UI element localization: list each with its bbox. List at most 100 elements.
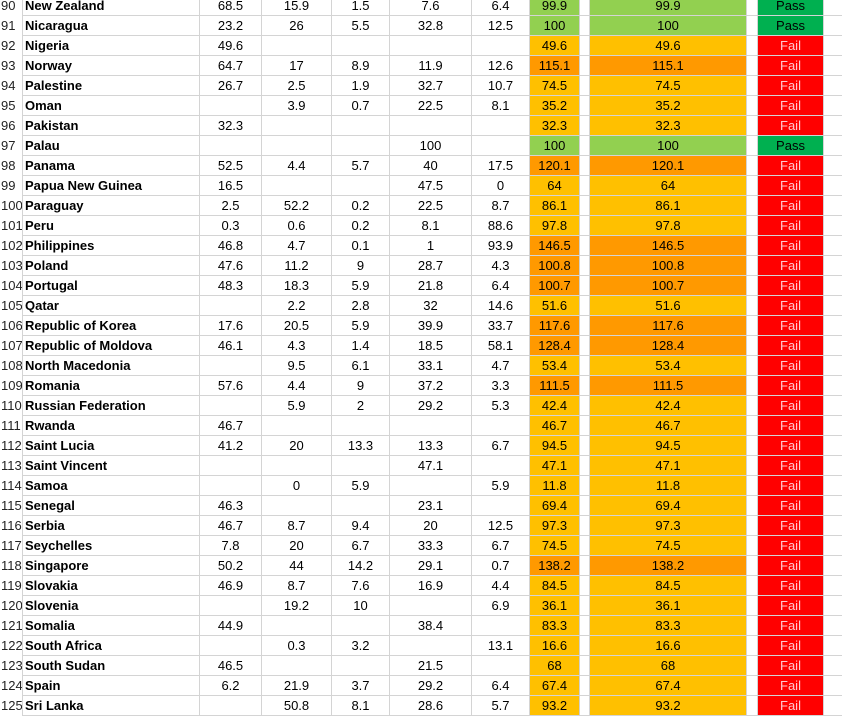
value-cell[interactable] [472,36,530,56]
status-cell[interactable]: Fail [758,436,824,456]
country-name-cell[interactable]: Spain [22,676,200,696]
value-cell[interactable]: 8.7 [472,196,530,216]
value-cell[interactable] [262,116,332,136]
value-cell[interactable]: 22.5 [390,96,472,116]
status-cell[interactable]: Fail [758,556,824,576]
value-cell[interactable]: 49.6 [200,36,262,56]
row-number[interactable]: 123 [1,658,22,673]
blank-cell[interactable] [580,176,590,196]
blank-cell[interactable] [747,676,758,696]
blank-cell[interactable] [824,296,842,316]
value-cell[interactable]: 5.9 [262,396,332,416]
value-cell[interactable]: 13.3 [332,436,390,456]
country-name-cell[interactable]: Serbia [22,516,200,536]
value-cell[interactable] [262,136,332,156]
value-cell[interactable]: 18.5 [390,336,472,356]
blank-cell[interactable] [747,436,758,456]
country-name-cell[interactable]: Singapore [22,556,200,576]
country-name-cell[interactable]: Slovakia [22,576,200,596]
value-cell[interactable]: 13.3 [390,436,472,456]
value-cell[interactable]: 57.6 [200,376,262,396]
total-cell[interactable]: 120.1 [530,156,580,176]
value-cell[interactable]: 44.9 [200,616,262,636]
value-cell[interactable]: 2.2 [262,296,332,316]
row-number[interactable]: 96 [1,118,16,133]
total-cell[interactable]: 83.3 [530,616,580,636]
value-cell[interactable]: 9 [332,256,390,276]
total-copy-cell[interactable]: 51.6 [590,296,747,316]
value-cell[interactable] [332,136,390,156]
value-cell[interactable]: 6.2 [200,676,262,696]
country-name-cell[interactable]: Republic of Korea [22,316,200,336]
row-number[interactable]: 115 [1,498,22,513]
blank-cell[interactable] [747,336,758,356]
blank-cell[interactable] [747,656,758,676]
country-name-cell[interactable]: Pakistan [22,116,200,136]
row-number[interactable]: 108 [1,358,22,373]
value-cell[interactable]: 88.6 [472,216,530,236]
total-copy-cell[interactable]: 32.3 [590,116,747,136]
value-cell[interactable] [332,116,390,136]
row-number[interactable]: 122 [1,638,22,653]
country-name-cell[interactable]: New Zealand [22,0,200,16]
blank-cell[interactable] [824,396,842,416]
blank-cell[interactable] [747,356,758,376]
country-name-cell[interactable]: Philippines [22,236,200,256]
blank-cell[interactable] [824,116,842,136]
country-name-cell[interactable]: Peru [22,216,200,236]
status-cell[interactable]: Fail [758,216,824,236]
value-cell[interactable]: 23.1 [390,496,472,516]
total-copy-cell[interactable]: 86.1 [590,196,747,216]
value-cell[interactable]: 6.7 [332,536,390,556]
value-cell[interactable]: 44 [262,556,332,576]
total-cell[interactable]: 94.5 [530,436,580,456]
blank-cell[interactable] [747,456,758,476]
blank-cell[interactable] [747,636,758,656]
blank-cell[interactable] [580,0,590,16]
total-cell[interactable]: 47.1 [530,456,580,476]
value-cell[interactable]: 4.4 [472,576,530,596]
total-cell[interactable]: 84.5 [530,576,580,596]
value-cell[interactable]: 10 [332,596,390,616]
value-cell[interactable]: 7.8 [200,536,262,556]
status-cell[interactable]: Fail [758,76,824,96]
blank-cell[interactable] [580,216,590,236]
value-cell[interactable]: 13.1 [472,636,530,656]
blank-cell[interactable] [824,136,842,156]
country-name-cell[interactable]: Republic of Moldova [22,336,200,356]
value-cell[interactable]: 21.8 [390,276,472,296]
value-cell[interactable] [200,96,262,116]
total-cell[interactable]: 67.4 [530,676,580,696]
blank-cell[interactable] [580,656,590,676]
blank-cell[interactable] [824,476,842,496]
value-cell[interactable]: 19.2 [262,596,332,616]
blank-cell[interactable] [824,256,842,276]
status-cell[interactable]: Fail [758,156,824,176]
total-cell[interactable]: 111.5 [530,376,580,396]
value-cell[interactable]: 6.4 [472,676,530,696]
blank-cell[interactable] [824,216,842,236]
row-number[interactable]: 103 [1,258,22,273]
blank-cell[interactable] [824,96,842,116]
value-cell[interactable]: 32 [390,296,472,316]
value-cell[interactable]: 8.1 [390,216,472,236]
value-cell[interactable]: 12.6 [472,56,530,76]
value-cell[interactable]: 6.7 [472,536,530,556]
value-cell[interactable] [200,476,262,496]
value-cell[interactable] [200,636,262,656]
country-name-cell[interactable]: South Africa [22,636,200,656]
total-copy-cell[interactable]: 146.5 [590,236,747,256]
blank-cell[interactable] [580,436,590,456]
blank-cell[interactable] [824,516,842,536]
country-name-cell[interactable]: Paraguay [22,196,200,216]
blank-cell[interactable] [580,576,590,596]
blank-cell[interactable] [824,176,842,196]
value-cell[interactable]: 52.5 [200,156,262,176]
blank-cell[interactable] [747,196,758,216]
value-cell[interactable]: 0.3 [262,636,332,656]
country-name-cell[interactable]: Palestine [22,76,200,96]
value-cell[interactable]: 33.7 [472,316,530,336]
country-name-cell[interactable]: Seychelles [22,536,200,556]
total-cell[interactable]: 146.5 [530,236,580,256]
blank-cell[interactable] [580,676,590,696]
